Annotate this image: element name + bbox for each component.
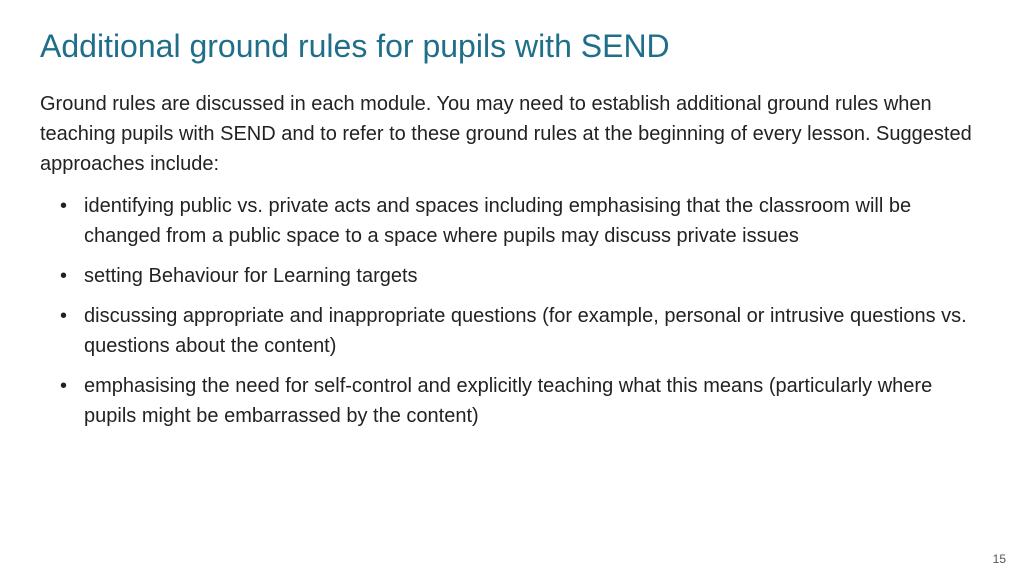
intro-paragraph: Ground rules are discussed in each modul… xyxy=(40,89,984,179)
list-item: identifying public vs. private acts and … xyxy=(60,191,984,251)
page-number: 15 xyxy=(993,552,1006,566)
bullet-list: identifying public vs. private acts and … xyxy=(40,191,984,431)
slide-title: Additional ground rules for pupils with … xyxy=(40,28,984,65)
list-item: discussing appropriate and inappropriate… xyxy=(60,301,984,361)
list-item: emphasising the need for self-control an… xyxy=(60,371,984,431)
list-item: setting Behaviour for Learning targets xyxy=(60,261,984,291)
